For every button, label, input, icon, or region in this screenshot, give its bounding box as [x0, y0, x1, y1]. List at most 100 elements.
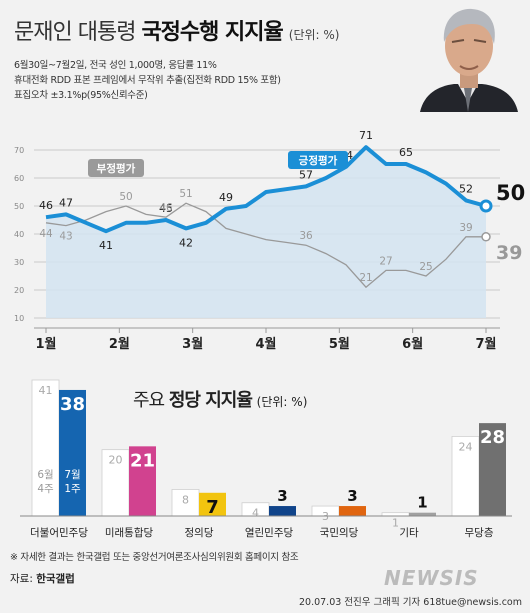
bar-curr — [479, 423, 506, 516]
president-portrait — [420, 8, 518, 112]
party-section-title: 주요 정당 지지율 (단위: %) — [133, 386, 307, 412]
title-unit: (단위: %) — [288, 28, 340, 42]
negative-legend-label: 부정평가 — [97, 162, 136, 175]
bar-curr — [409, 512, 436, 516]
negative-data-label: 44 — [39, 228, 53, 240]
negative-data-label: 50 — [119, 191, 132, 203]
note-line: 표집오차 ±3.1%p(95%신뢰수준) — [14, 90, 148, 101]
negative-data-label: 25 — [419, 261, 432, 273]
category-label: 국민의당 — [320, 527, 359, 539]
y-tick-label: 20 — [14, 286, 24, 295]
bar-curr-label: 28 — [480, 427, 505, 448]
bar-prev-label: 8 — [182, 493, 189, 506]
positive-data-label: 52 — [459, 182, 473, 195]
newsis-watermark: NEWSIS — [384, 566, 479, 590]
negative-legend-box — [88, 159, 144, 177]
positive-data-label: 42 — [179, 236, 193, 249]
x-tick-label: 7월 — [475, 336, 496, 352]
bar-prev-label: 1 — [392, 517, 399, 530]
bar-curr — [339, 506, 366, 516]
area-fill — [46, 147, 486, 318]
survey-notes: 6월30일~7월2일, 전국 성인 1,000명, 응답률 11% 휴대전화 R… — [14, 58, 281, 103]
category-label: 미래통합당 — [105, 527, 154, 539]
category-label: 기타 — [399, 527, 419, 539]
source-label: 자료: — [10, 573, 33, 585]
title-part1: 문재인 대통령 — [14, 20, 136, 45]
negative-line — [45, 202, 486, 289]
bar-curr — [199, 492, 226, 516]
y-tick-label: 60 — [14, 174, 24, 183]
positive-legend-box — [288, 151, 348, 169]
positive-data-label: 46 — [39, 199, 53, 212]
positive-area — [46, 147, 486, 318]
curr-week-label: 7월 — [64, 469, 80, 481]
x-tick-label: 5월 — [329, 336, 350, 352]
bar-prev — [101, 449, 130, 517]
negative-data-label: 21 — [359, 272, 372, 284]
negative-data-label: 46 — [159, 202, 173, 214]
negative-end-point — [481, 232, 491, 242]
chart-title: 문재인 대통령 국정수행 지지율 (단위: %) — [14, 14, 340, 46]
credit: 20.07.03 전진우 그래픽 기자 618tue@newsis.com — [298, 597, 522, 608]
positive-data-label: 41 — [99, 239, 113, 252]
bar-curr — [59, 389, 86, 516]
x-tick-label: 2월 — [109, 336, 130, 352]
bar-curr — [129, 446, 156, 516]
bar-curr-label: 3 — [347, 487, 357, 505]
title-part2: 국정수행 지지율 — [141, 20, 283, 45]
bar-prev — [171, 489, 200, 517]
positive-data-label: 45 — [159, 202, 173, 215]
positive-line — [45, 145, 487, 234]
x-tick-label: 3월 — [182, 336, 203, 352]
category-label: 무당층 — [465, 527, 494, 539]
category-label: 정의당 — [185, 527, 214, 539]
bar-curr — [269, 506, 296, 516]
section-title-plain: 주요 — [133, 390, 165, 411]
prev-week-label: 4주 — [37, 483, 54, 495]
section-title-unit: (단위: %) — [256, 395, 308, 409]
negative-data-label: 36 — [299, 230, 313, 242]
positive-legend-label: 긍정평가 — [299, 154, 338, 167]
negative-data-label: 39 — [496, 242, 522, 264]
bar-prev-label: 3 — [322, 510, 329, 523]
curr-week-label: 1주 — [64, 483, 81, 495]
positive-data-label: 50 — [496, 181, 525, 205]
bar-curr-label: 3 — [277, 487, 287, 505]
bar-prev-label: 41 — [39, 384, 53, 397]
positive-data-label: 71 — [359, 129, 373, 142]
series-lines — [45, 145, 493, 289]
x-tick-label: 1월 — [35, 336, 56, 352]
y-tick-label: 10 — [14, 314, 24, 323]
footnote: ※ 자세한 결과는 한국갤럽 또는 중앙선거여론조사심의위원회 홈페이지 참조 — [10, 552, 299, 563]
positive-end-point — [479, 199, 493, 213]
positive-data-label: 47 — [59, 196, 73, 209]
positive-data-label: 57 — [299, 168, 313, 181]
bar-curr-label: 1 — [417, 494, 427, 512]
bar-prev-label: 24 — [459, 440, 473, 453]
positive-data-label: 49 — [219, 191, 233, 204]
x-tick-label: 4월 — [255, 336, 276, 352]
negative-data-label: 27 — [379, 255, 392, 267]
source-value: 한국갤럽 — [36, 573, 75, 585]
x-tick-label: 6월 — [402, 336, 423, 352]
y-tick-label: 40 — [14, 230, 24, 239]
section-title-bold: 정당 지지율 — [168, 390, 253, 411]
source: 자료: 한국갤럽 — [10, 571, 75, 586]
negative-data-label: 43 — [59, 231, 72, 243]
data-labels: 4647414542495764716552504443504651362127… — [39, 129, 525, 284]
y-tick-label: 70 — [14, 146, 24, 155]
bar-prev-label: 4 — [252, 507, 259, 520]
bar-curr-label: 38 — [60, 394, 85, 415]
category-label: 더불어민주당 — [30, 527, 88, 539]
negative-data-label: 51 — [179, 188, 192, 200]
category-label: 열린민주당 — [245, 527, 294, 539]
prev-week-label: 6월 — [37, 469, 53, 481]
bar-curr-label: 7 — [206, 497, 219, 518]
y-tick-label: 50 — [14, 202, 24, 211]
bar-prev-label: 20 — [109, 454, 123, 467]
positive-data-label: 65 — [399, 146, 413, 159]
